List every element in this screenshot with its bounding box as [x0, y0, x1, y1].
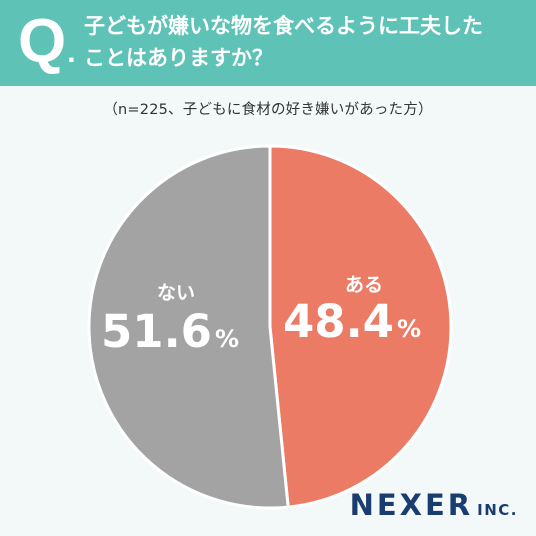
brand-name: NEXER	[349, 488, 474, 522]
slice-value-label: 51.6%	[101, 305, 239, 358]
slice-category-label: ある	[345, 274, 383, 296]
question-header: Q. 子どもが嫌いな物を食べるように工夫した ことはありますか？	[0, 0, 536, 86]
pie-slice-yes	[268, 144, 453, 509]
question-line-2: ことはありますか？	[84, 46, 273, 70]
q-dot: .	[67, 36, 76, 69]
slice-category-label: ない	[157, 282, 195, 304]
q-letter: Q	[18, 7, 67, 76]
nexer-logo: NEXER INC.	[350, 488, 518, 522]
sample-note: （n=225、子どもに食材の好き嫌いがあった方）	[103, 102, 433, 118]
question-line-1: 子どもが嫌いな物を食べるように工夫した	[84, 14, 483, 38]
question-text: 子どもが嫌いな物を食べるように工夫した ことはありますか？	[84, 10, 524, 74]
pie-slices	[87, 144, 453, 510]
brand-suffix: INC.	[477, 501, 518, 519]
q-mark: Q.	[18, 6, 76, 89]
slice-value-label: 48.4%	[283, 295, 421, 348]
pie-slice-no	[87, 144, 290, 510]
